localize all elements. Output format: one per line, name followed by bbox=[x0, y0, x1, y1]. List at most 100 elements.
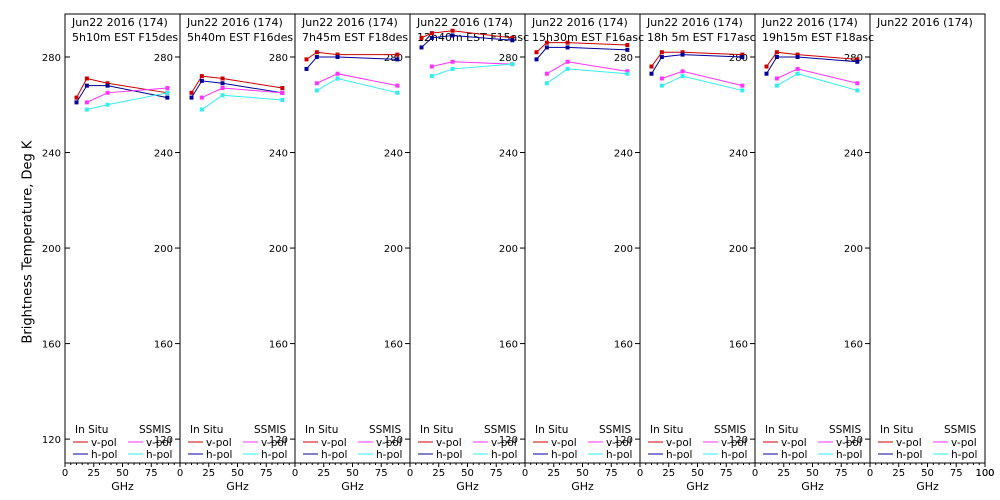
data-point-ssmis-h bbox=[280, 97, 285, 102]
data-point-insitu-h bbox=[220, 81, 225, 86]
panel-title: Jun22 2016 (174) bbox=[531, 16, 628, 29]
data-point-ssmis-v bbox=[220, 86, 225, 91]
y-tick-label: 160 bbox=[729, 340, 748, 351]
y-tick-label: 120 bbox=[42, 435, 61, 446]
legend-title-insitu: In Situ bbox=[650, 424, 683, 436]
series-line-insitu-v bbox=[306, 51, 398, 60]
y-tick-label: 120 bbox=[499, 435, 518, 446]
legend-title-insitu: In Situ bbox=[190, 424, 223, 436]
data-point-ssmis-v bbox=[335, 71, 340, 76]
chart-panel-6: Jun22 2016 (174) 18h 5m EST F17asc 0 25 50 75… bbox=[637, 14, 756, 493]
data-point-ssmis-h bbox=[395, 90, 400, 95]
data-point-insitu-v bbox=[74, 95, 79, 100]
data-point-insitu-v bbox=[450, 28, 455, 33]
series-line-ssmis-h bbox=[316, 77, 398, 94]
x-tick-label: 75 bbox=[145, 468, 158, 479]
data-point-insitu-v bbox=[544, 40, 549, 45]
data-point-ssmis-v bbox=[395, 83, 400, 88]
y-tick-label: 280 bbox=[614, 53, 633, 64]
data-point-ssmis-h bbox=[335, 76, 340, 81]
data-point-ssmis-h bbox=[795, 71, 800, 76]
series-line-ssmis-v bbox=[201, 87, 283, 99]
y-tick-label: 160 bbox=[499, 340, 518, 351]
legend-title-ssmis: SSMIS bbox=[139, 424, 171, 436]
panel-title: Jun22 2016 (174) bbox=[301, 16, 398, 29]
data-point-ssmis-h bbox=[510, 62, 515, 67]
y-tick-label: 280 bbox=[384, 53, 403, 64]
legend-label-ssmis-h: h-pol bbox=[261, 449, 287, 461]
series-line-insitu-v bbox=[421, 30, 513, 39]
panel-subtitle: 18h 5m EST F17asc bbox=[647, 31, 756, 44]
x-tick-label: 100 bbox=[975, 468, 994, 479]
data-point-ssmis-h bbox=[774, 83, 779, 88]
legend-label-insitu-v: v-pol bbox=[551, 437, 577, 449]
y-tick-label: 240 bbox=[499, 149, 518, 160]
x-tick-label: 50 bbox=[231, 468, 244, 479]
legend-label-insitu-h: h-pol bbox=[321, 449, 347, 461]
series-line-insitu-h bbox=[651, 54, 743, 74]
y-tick-label: 160 bbox=[42, 340, 61, 351]
legend-label-ssmis-v: v-pol bbox=[261, 437, 287, 449]
series-line-insitu-v bbox=[76, 77, 168, 98]
series-line-ssmis-h bbox=[776, 73, 858, 91]
y-tick-label: 120 bbox=[614, 435, 633, 446]
legend-label-ssmis-h: h-pol bbox=[951, 449, 977, 461]
legend-label-insitu-h: h-pol bbox=[781, 449, 807, 461]
legend-label-insitu-v: v-pol bbox=[781, 437, 807, 449]
y-tick-label: 160 bbox=[154, 340, 173, 351]
x-tick-label: 75 bbox=[835, 468, 848, 479]
y-tick-label: 120 bbox=[844, 435, 863, 446]
y-tick-label: 160 bbox=[269, 340, 288, 351]
y-tick-label: 280 bbox=[729, 53, 748, 64]
data-point-ssmis-h bbox=[565, 66, 570, 71]
data-point-insitu-h bbox=[740, 54, 745, 59]
data-point-ssmis-v bbox=[280, 90, 285, 95]
data-point-ssmis-h bbox=[659, 83, 664, 88]
x-tick-label: 50 bbox=[691, 468, 704, 479]
data-point-ssmis-h bbox=[314, 88, 319, 93]
y-tick-label: 240 bbox=[384, 149, 403, 160]
data-point-insitu-v bbox=[220, 76, 225, 81]
data-point-insitu-v bbox=[659, 50, 664, 55]
y-tick-label: 160 bbox=[384, 340, 403, 351]
x-tick-label: 50 bbox=[116, 468, 129, 479]
legend-label-ssmis-v: v-pol bbox=[836, 437, 862, 449]
data-point-ssmis-h bbox=[855, 88, 860, 93]
x-tick-label: 50 bbox=[346, 468, 359, 479]
panel-subtitle: 7h45m EST F18des bbox=[302, 31, 408, 44]
x-tick-label: 75 bbox=[950, 468, 963, 479]
series-line-insitu-v bbox=[651, 51, 743, 67]
series-line-insitu-h bbox=[76, 85, 168, 103]
y-tick-label: 200 bbox=[614, 244, 633, 255]
legend-label-ssmis-h: h-pol bbox=[491, 449, 517, 461]
data-point-ssmis-v bbox=[740, 83, 745, 88]
legend-title-ssmis: SSMIS bbox=[599, 424, 631, 436]
legend-label-insitu-v: v-pol bbox=[666, 437, 692, 449]
y-tick-label: 200 bbox=[844, 244, 863, 255]
x-tick-label: 50 bbox=[921, 468, 934, 479]
data-point-insitu-v bbox=[105, 81, 110, 86]
y-tick-label: 280 bbox=[154, 53, 173, 64]
x-axis-label: GHz bbox=[801, 480, 824, 493]
legend-label-ssmis-v: v-pol bbox=[606, 437, 632, 449]
y-tick-label: 160 bbox=[614, 340, 633, 351]
data-point-ssmis-v bbox=[774, 76, 779, 81]
chart-panel-8: Jun22 2016 (174) 0 25 50 75 100 GHz In Situ SSMI… bbox=[867, 14, 995, 493]
data-point-ssmis-v bbox=[165, 86, 170, 91]
data-point-insitu-h bbox=[774, 54, 779, 59]
data-point-ssmis-v bbox=[199, 95, 204, 100]
y-tick-label: 200 bbox=[499, 244, 518, 255]
data-point-insitu-h bbox=[304, 66, 309, 71]
series-line-insitu-v bbox=[766, 51, 858, 67]
legend-label-insitu-v: v-pol bbox=[436, 437, 462, 449]
x-tick-label: 0 bbox=[62, 468, 68, 479]
legend-label-insitu-h: h-pol bbox=[91, 449, 117, 461]
y-tick-label: 240 bbox=[269, 149, 288, 160]
legend-label-ssmis-h: h-pol bbox=[146, 449, 172, 461]
data-point-insitu-v bbox=[774, 50, 779, 55]
data-point-insitu-v bbox=[335, 52, 340, 57]
x-tick-label: 25 bbox=[662, 468, 675, 479]
data-point-insitu-h bbox=[450, 33, 455, 38]
data-point-insitu-h bbox=[429, 35, 434, 40]
legend-label-ssmis-v: v-pol bbox=[376, 437, 402, 449]
